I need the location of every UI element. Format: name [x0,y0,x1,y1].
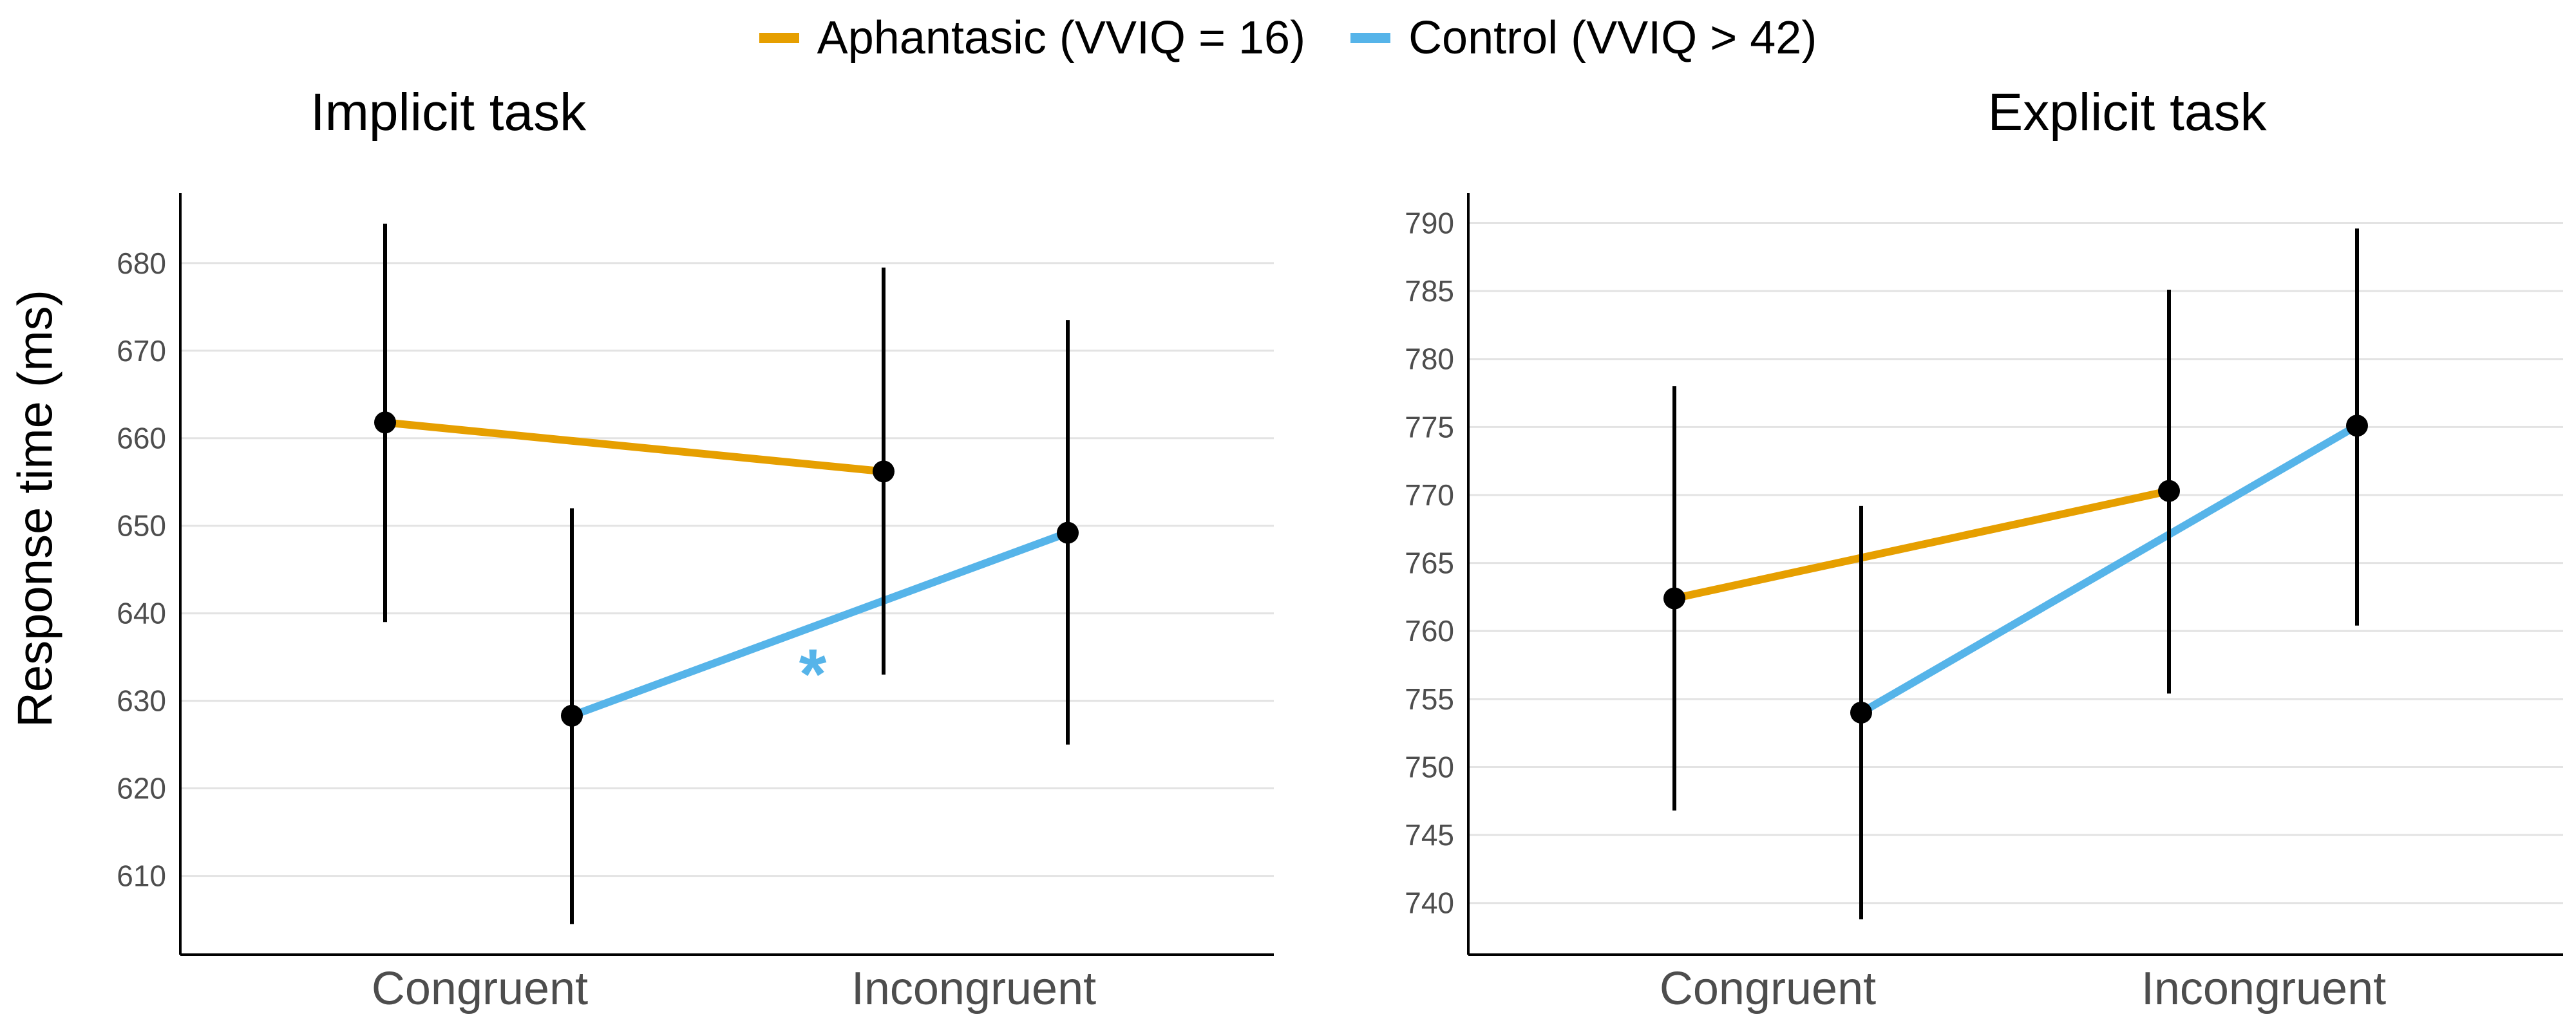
panel-title-explicit: Explicit task [1987,83,2267,142]
data-point-implicit-1-0 [561,704,583,727]
y-tick-label-implicit-620: 620 [117,772,166,805]
legend-label-control: Control (VVIQ > 42) [1408,12,1817,64]
data-point-implicit-0-1 [873,460,895,483]
y-tick-label-explicit-770: 770 [1405,478,1454,512]
legend-item-control: Control (VVIQ > 42) [1350,12,1817,64]
y-tick-label-explicit-745: 745 [1405,818,1454,852]
data-point-explicit-1-0 [1850,701,1872,724]
y-tick-label-implicit-630: 630 [117,684,166,718]
legend-item-aphantasic: Aphantasic (VVIQ = 16) [759,12,1305,64]
significance-marker-implicit: * [799,635,827,714]
y-tick-label-implicit-610: 610 [117,859,166,893]
legend-swatch-aphantasic [759,33,799,43]
y-tick-label-implicit-660: 660 [117,422,166,455]
data-point-explicit-0-1 [2158,480,2180,502]
series-line-explicit-1 [1859,422,2360,716]
y-tick-label-explicit-750: 750 [1405,750,1454,783]
y-tick-label-explicit-780: 780 [1405,342,1454,376]
legend-swatch-control [1350,33,1391,43]
x-tick-label-implicit-0: Congruent [372,963,588,1015]
legend: Aphantasic (VVIQ = 16) Control (VVIQ > 4… [0,12,2576,64]
data-point-explicit-1-1 [2346,415,2368,437]
x-tick-label-implicit-1: Incongruent [851,963,1096,1015]
y-tick-label-implicit-670: 670 [117,334,166,368]
x-tick-label-explicit-0: Congruent [1660,963,1876,1015]
y-tick-label-explicit-775: 775 [1405,410,1454,444]
y-tick-label-explicit-755: 755 [1405,682,1454,716]
y-tick-label-implicit-640: 640 [117,597,166,630]
y-tick-label-explicit-785: 785 [1405,274,1454,308]
y-tick-label-implicit-680: 680 [117,247,166,280]
panel-title-implicit: Implicit task [310,83,587,142]
y-tick-label-explicit-765: 765 [1405,547,1454,580]
series-line-implicit-0 [384,418,884,476]
y-tick-label-explicit-760: 760 [1405,614,1454,648]
series-line-explicit-0 [1673,487,2170,603]
y-tick-label-implicit-650: 650 [117,509,166,543]
series-line-implicit-1 [570,529,1070,720]
x-tick-label-explicit-1: Incongruent [2141,963,2386,1015]
legend-label-aphantasic: Aphantasic (VVIQ = 16) [817,12,1306,64]
y-tick-label-explicit-790: 790 [1405,206,1454,239]
data-point-implicit-1-1 [1057,521,1079,544]
y-tick-label-explicit-740: 740 [1405,886,1454,920]
data-point-implicit-0-0 [374,411,396,434]
data-point-explicit-0-0 [1663,587,1685,610]
